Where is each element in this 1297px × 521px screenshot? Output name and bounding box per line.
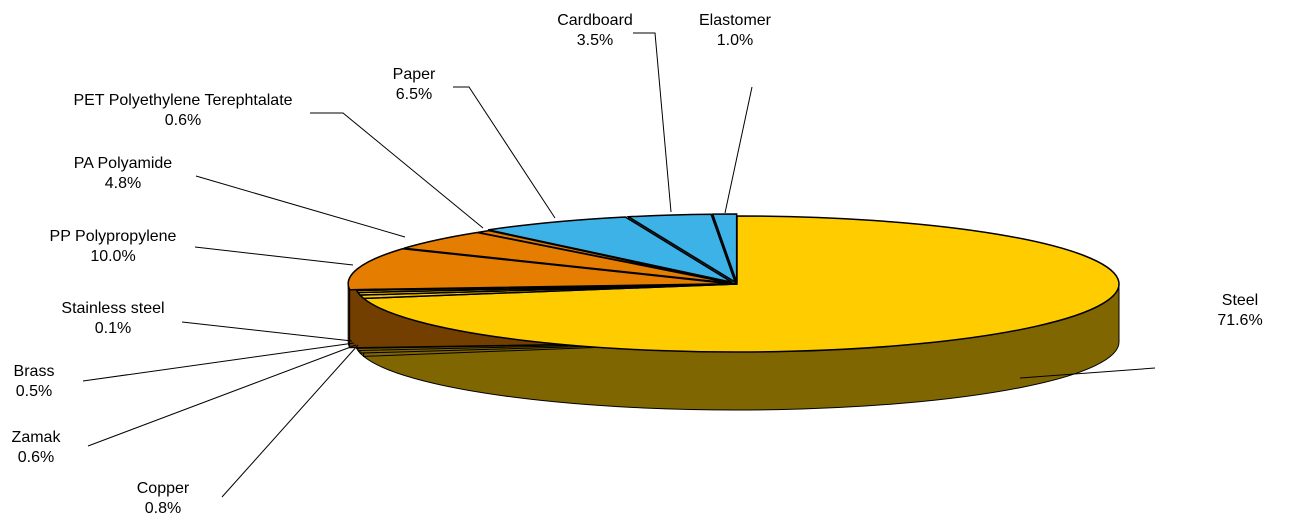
- slice-labels: Steel 71.6% Copper 0.8% Zamak 0.6% Brass 0.5% St…: [12, 12, 1263, 517]
- slice-value-label: 3.5%: [577, 32, 613, 49]
- leader-line: [181, 321, 353, 342]
- slice-label: Paper: [393, 66, 436, 83]
- slice-elastomer: [711, 213, 738, 283]
- leader-line: [724, 86, 753, 214]
- slice-label: PET Polyethylene Terephtalate: [73, 92, 292, 109]
- slice-label: Copper: [137, 480, 190, 497]
- slice-value-label: 1.0%: [717, 32, 753, 49]
- leader-line: [82, 342, 355, 382]
- leader-line: [310, 112, 484, 229]
- slice-pp-polypropylene: [347, 247, 731, 291]
- leader-line: [194, 246, 354, 266]
- slice-label: Stainless steel: [61, 300, 164, 317]
- slice-value-label: 0.8%: [145, 500, 181, 517]
- slice-label: Brass: [14, 363, 55, 380]
- slice-value-label: 6.5%: [396, 86, 432, 103]
- slice-steel: [361, 215, 1120, 353]
- leader-lines: [82, 32, 1156, 498]
- slice-label: Steel: [1222, 292, 1258, 309]
- slice-label: Zamak: [12, 429, 62, 446]
- slice-label: Cardboard: [557, 12, 633, 29]
- leader-line: [453, 86, 556, 219]
- slice-pa-polyamide: [403, 231, 732, 284]
- slice-value-label: 0.6%: [18, 449, 54, 466]
- slice-cardboard: [626, 213, 737, 284]
- slice-value-label: 4.8%: [105, 175, 141, 192]
- leader-line: [1019, 367, 1156, 379]
- slice-paper: [488, 216, 733, 284]
- slice-value-label: 0.1%: [95, 320, 131, 337]
- slice-value-label: 0.5%: [16, 383, 52, 400]
- slice-value-label: 10.0%: [90, 248, 135, 265]
- slice-value-label: 0.6%: [165, 112, 201, 129]
- slice-label: Elastomer: [699, 12, 772, 29]
- slice-label: PA Polyamide: [74, 155, 173, 172]
- slice-value-label: 71.6%: [1217, 312, 1262, 329]
- slice-tops: [347, 213, 1120, 353]
- leader-line: [87, 344, 357, 447]
- leader-line: [195, 175, 406, 238]
- slice-label: PP Polypropylene: [50, 228, 177, 245]
- leader-line: [221, 344, 359, 498]
- leader-line: [633, 32, 672, 213]
